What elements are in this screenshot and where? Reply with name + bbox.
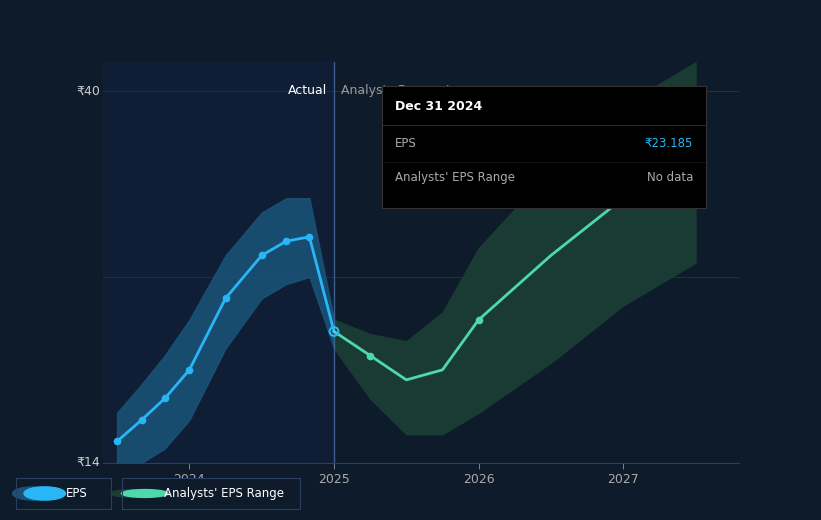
Text: No data: No data <box>647 172 693 185</box>
Point <box>328 327 341 335</box>
Text: Analysts' EPS Range: Analysts' EPS Range <box>395 172 515 185</box>
Point <box>111 437 124 446</box>
Text: Analysts Forecasts: Analysts Forecasts <box>342 84 457 97</box>
Circle shape <box>122 489 168 498</box>
Point <box>135 416 149 424</box>
Point <box>472 316 485 324</box>
Text: EPS: EPS <box>395 137 416 150</box>
Point <box>689 151 702 160</box>
Text: ₹40: ₹40 <box>76 84 99 98</box>
Point <box>280 237 293 245</box>
Bar <box>103 62 334 463</box>
Point <box>219 294 232 303</box>
Circle shape <box>12 487 54 500</box>
Text: ₹14: ₹14 <box>76 457 99 469</box>
Text: EPS: EPS <box>66 487 87 500</box>
Text: Analysts' EPS Range: Analysts' EPS Range <box>164 487 284 500</box>
Text: Actual: Actual <box>287 84 327 97</box>
Circle shape <box>24 487 66 500</box>
Point <box>303 233 316 241</box>
Text: ₹23.185: ₹23.185 <box>644 137 693 150</box>
Point <box>255 251 268 259</box>
Circle shape <box>111 489 158 498</box>
Point <box>364 352 377 360</box>
Text: Dec 31 2024: Dec 31 2024 <box>395 100 482 113</box>
Point <box>183 366 196 374</box>
Point <box>158 394 172 402</box>
